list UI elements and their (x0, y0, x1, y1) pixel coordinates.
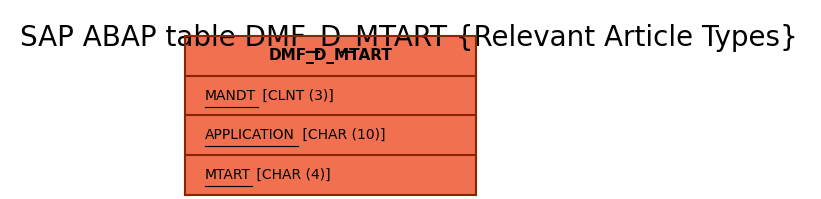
Text: SAP ABAP table DMF_D_MTART {Relevant Article Types}: SAP ABAP table DMF_D_MTART {Relevant Art… (20, 24, 797, 53)
Text: [CLNT (3)]: [CLNT (3)] (258, 89, 333, 102)
Text: [CHAR (4)]: [CHAR (4)] (253, 168, 331, 182)
Bar (185, 76, 475, 115)
Bar (185, 155, 475, 195)
Text: MTART: MTART (204, 168, 250, 182)
Bar (185, 115, 475, 155)
Text: APPLICATION: APPLICATION (204, 128, 295, 142)
Text: DMF_D_MTART: DMF_D_MTART (268, 48, 392, 64)
Text: MANDT: MANDT (204, 89, 256, 102)
Bar (185, 36, 475, 76)
Text: [CHAR (10)]: [CHAR (10)] (298, 128, 386, 142)
